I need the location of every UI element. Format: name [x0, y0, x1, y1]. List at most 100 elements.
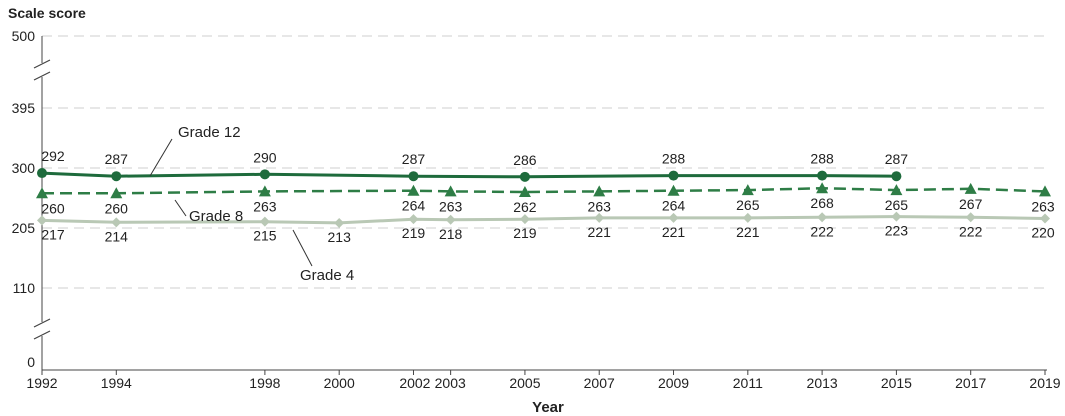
data-point: [890, 184, 903, 196]
series-grade-12: [37, 168, 902, 182]
data-point: [111, 217, 122, 228]
y-tick-labels: 0 110 205 300 395 500: [12, 28, 36, 370]
grid-lines: [42, 35, 1045, 289]
y-tick-label: 500: [12, 28, 36, 44]
data-point: [111, 171, 122, 182]
series-leader-line: [149, 138, 173, 177]
data-point: [445, 214, 456, 225]
data-label: 260: [41, 200, 65, 216]
data-label: 287: [402, 151, 426, 167]
axis-break-mark-lower: [33, 318, 51, 328]
x-tick-label: 2011: [733, 375, 763, 391]
x-tick-labels: 1992 1994 1998 2000 2002 2003 2005 2007 2009 2011…: [26, 375, 1060, 391]
data-point: [444, 185, 457, 197]
axis-break-mark-upper: [33, 71, 51, 81]
x-tick-label: 2007: [584, 375, 615, 391]
x-tick-label: 2013: [807, 375, 838, 391]
data-point: [1040, 213, 1050, 224]
data-point: [37, 168, 47, 179]
data-point: [594, 212, 605, 223]
data-label: 221: [588, 224, 612, 240]
data-label: 265: [736, 197, 760, 213]
data-point: [519, 214, 530, 225]
x-tick-label: 2005: [509, 375, 540, 391]
y-tick-label: 110: [13, 280, 36, 296]
data-label: 264: [662, 198, 686, 214]
data-point: [110, 187, 123, 199]
data-point: [593, 185, 606, 197]
x-tick-label: 1994: [101, 375, 132, 391]
data-point: [741, 184, 754, 196]
data-label: 218: [439, 226, 463, 242]
data-point: [36, 187, 48, 199]
data-label: 222: [959, 223, 983, 239]
data-label: 223: [885, 223, 909, 239]
data-label: 214: [105, 228, 129, 244]
data-point: [742, 212, 753, 223]
data-label: 263: [588, 198, 612, 214]
x-axis-label: Year: [532, 399, 564, 416]
x-tick-label: 1998: [249, 375, 280, 391]
data-point: [1039, 185, 1051, 197]
y-tick-label: 300: [12, 160, 36, 176]
series-name-labels: Grade 12 Grade 8 Grade 4: [149, 124, 354, 284]
x-tick-label: 1992: [26, 375, 57, 391]
data-point: [408, 214, 419, 225]
x-tick-label: 2000: [324, 375, 355, 391]
x-tick-label: 2009: [658, 375, 689, 391]
data-label: 220: [1031, 225, 1055, 241]
y-tick-label: 205: [12, 220, 36, 236]
series-name-label: Grade 8: [189, 208, 243, 225]
data-label: 263: [1031, 198, 1055, 214]
data-point: [259, 216, 270, 227]
axis-break-mark-upper: [33, 59, 51, 69]
x-tick-label: 2019: [1029, 375, 1060, 391]
data-point: [407, 184, 420, 196]
data-label: 287: [885, 151, 909, 167]
data-label: 288: [810, 151, 834, 167]
series-leader-line: [292, 229, 313, 267]
data-label: 292: [41, 148, 65, 164]
series-grade-4: [37, 211, 1050, 228]
data-point: [519, 171, 530, 182]
data-point: [258, 185, 271, 197]
y-axis-label: Scale score: [8, 5, 86, 21]
axes: [33, 36, 1047, 375]
x-tick-label: 2017: [955, 375, 986, 391]
data-point: [518, 186, 531, 197]
data-point: [964, 182, 977, 194]
data-point: [891, 211, 902, 222]
x-tick-label: 2015: [881, 375, 912, 391]
y-tick-label: 0: [27, 354, 35, 370]
series-line: [41, 215, 1046, 225]
data-point: [965, 212, 976, 223]
data-label: 287: [105, 151, 129, 167]
data-point: [37, 215, 47, 226]
data-label: 213: [328, 229, 352, 245]
data-label: 267: [959, 196, 983, 212]
series-name-label: Grade 12: [178, 124, 241, 141]
data-label: 265: [885, 197, 909, 213]
data-label: 222: [810, 223, 834, 239]
x-tick-label: 2002: [399, 375, 430, 391]
data-point: [667, 184, 680, 196]
data-label: 219: [513, 225, 537, 241]
data-point: [817, 170, 828, 181]
data-label: 263: [439, 198, 463, 214]
series-grade-8: [36, 182, 1051, 199]
data-label: 219: [402, 225, 426, 241]
data-point: [668, 170, 679, 181]
data-label: 260: [105, 200, 129, 216]
data-label: 217: [41, 226, 65, 242]
data-label: 215: [253, 228, 277, 244]
series-line: [41, 171, 897, 179]
data-point: [668, 212, 679, 223]
data-point: [816, 182, 829, 194]
series-leader-line: [174, 199, 187, 217]
data-label: 286: [513, 152, 537, 168]
data-point: [817, 212, 828, 223]
data-label: 221: [662, 224, 686, 240]
series-name-label: Grade 4: [300, 267, 354, 284]
data-point: [334, 217, 345, 228]
